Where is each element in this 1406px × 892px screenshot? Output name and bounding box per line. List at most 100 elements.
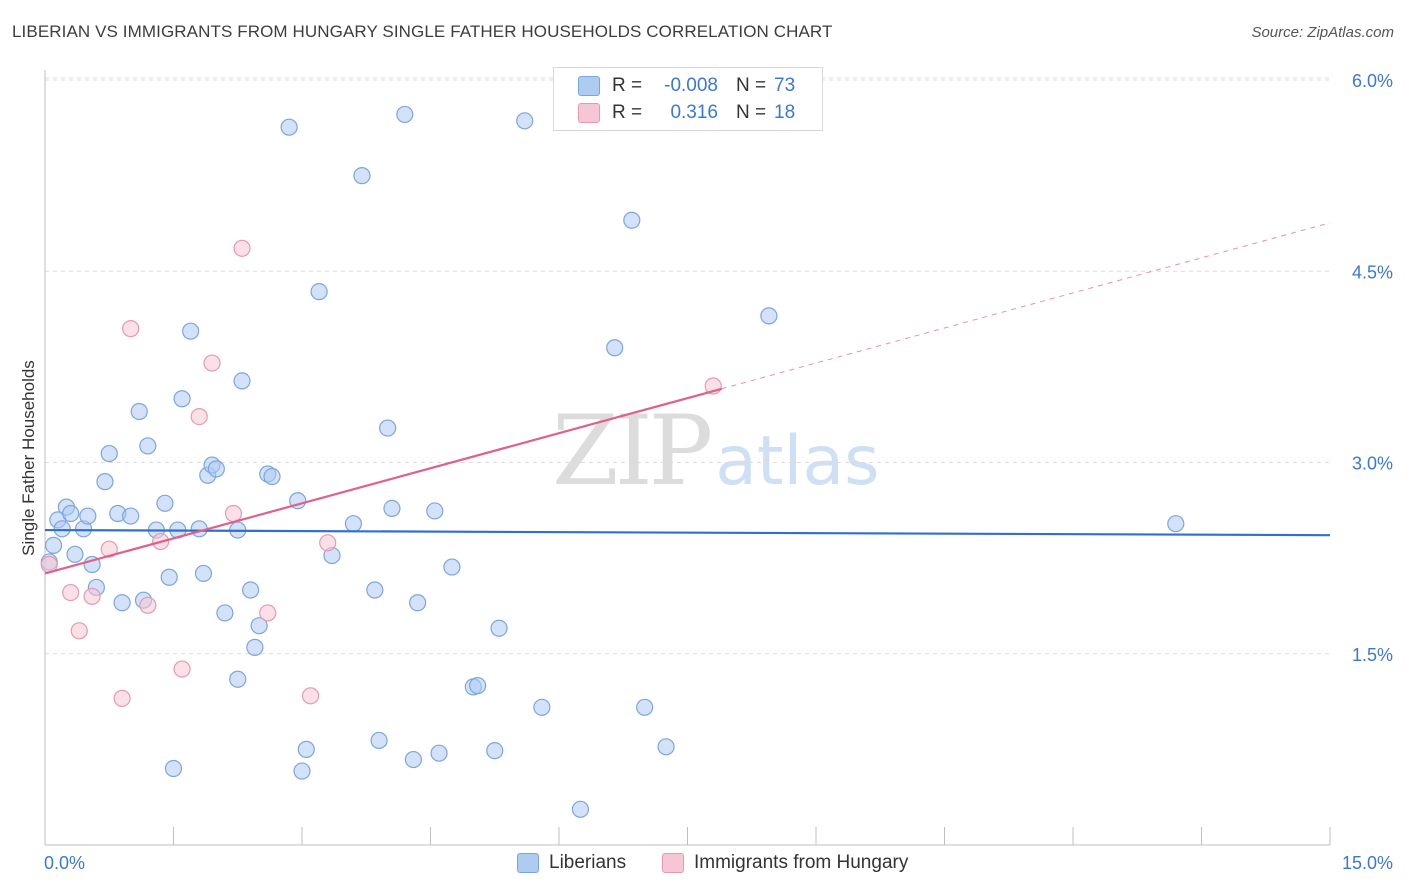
legend-n-value: 73 <box>774 75 796 96</box>
bottom-legend-hungary: Immigrants from Hungary <box>662 852 908 874</box>
x-tick-label: 15.0% <box>1342 853 1393 873</box>
point-hungary <box>70 622 88 640</box>
point-liberians <box>130 402 148 421</box>
legend-row-liberians: R = -0.008 N = 73 <box>578 73 795 99</box>
point-liberians <box>657 738 675 756</box>
trendline-liberians <box>44 528 1331 537</box>
point-liberians <box>173 390 191 408</box>
bottom-legend-label-liberians: Liberians <box>549 852 627 873</box>
point-liberians <box>383 499 401 517</box>
point-liberians <box>310 283 328 301</box>
point-liberians <box>293 762 311 780</box>
point-liberians <box>760 307 778 325</box>
point-liberians <box>344 515 362 533</box>
point-liberians <box>242 581 260 599</box>
point-liberians <box>113 594 131 612</box>
legend-r-label: R = <box>612 102 643 123</box>
point-liberians <box>571 800 590 818</box>
point-liberians <box>443 558 461 576</box>
point-hungary <box>62 583 80 602</box>
point-liberians <box>250 617 268 635</box>
source-credit: Source: ZipAtlas.com <box>1251 24 1394 41</box>
point-liberians <box>66 545 84 563</box>
point-liberians <box>486 742 504 760</box>
point-liberians <box>100 444 118 463</box>
point-liberians <box>516 112 534 130</box>
point-hungary <box>83 587 101 605</box>
bottom-legend-swatch-hungary <box>662 853 684 873</box>
point-liberians <box>426 502 444 520</box>
legend-r-label: R = <box>612 75 643 96</box>
point-liberians <box>533 698 551 716</box>
legend-swatch-liberians <box>578 76 600 96</box>
legend-row-hungary: R = 0.316 N = 18 <box>578 100 795 126</box>
point-hungary <box>224 504 243 523</box>
point-liberians <box>1167 515 1185 533</box>
point-liberians <box>62 504 80 523</box>
point-liberians <box>430 744 448 762</box>
point-liberians <box>490 619 508 637</box>
point-hungary <box>122 320 140 338</box>
point-hungary <box>233 239 251 257</box>
point-liberians <box>396 105 414 124</box>
legend-swatch-hungary <box>578 103 600 123</box>
point-liberians <box>297 740 315 758</box>
point-liberians <box>44 536 63 554</box>
point-liberians <box>366 581 384 599</box>
point-liberians <box>53 520 71 538</box>
point-liberians <box>182 322 200 340</box>
legend-r-value: -0.008 <box>664 75 718 96</box>
trendline-hungary-extension <box>721 222 1331 390</box>
point-hungary <box>139 596 157 614</box>
point-liberians <box>623 211 641 229</box>
y-tick-label: 1.5% <box>1352 645 1393 665</box>
legend-r-value: 0.316 <box>670 102 718 123</box>
point-hungary <box>173 660 191 678</box>
point-liberians <box>246 638 264 656</box>
chart-title: LIBERIAN VS IMMIGRANTS FROM HUNGARY SING… <box>12 22 833 41</box>
point-hungary <box>203 354 221 372</box>
point-liberians <box>280 118 298 136</box>
y-tick-label: 4.5% <box>1352 262 1393 282</box>
point-liberians <box>379 419 397 437</box>
point-liberians <box>263 467 281 486</box>
point-liberians <box>606 339 624 357</box>
bottom-legend-label-hungary: Immigrants from Hungary <box>694 852 909 873</box>
point-hungary <box>319 534 337 552</box>
y-tick-label: 6.0% <box>1352 71 1393 91</box>
point-liberians <box>370 731 388 750</box>
legend-n-value: 18 <box>774 102 796 123</box>
point-liberians <box>216 604 234 622</box>
point-liberians <box>96 473 114 491</box>
correlation-legend: R = -0.008 N = 73 R = 0.316 N = 18 <box>553 67 823 131</box>
point-hungary <box>190 408 208 426</box>
point-liberians <box>409 594 427 612</box>
point-liberians <box>79 507 97 525</box>
point-liberians <box>229 670 247 688</box>
y-tick-label: 3.0% <box>1352 454 1393 474</box>
x-tick-label: 0.0% <box>44 853 85 873</box>
point-liberians <box>139 437 157 455</box>
point-liberians <box>207 460 225 478</box>
point-liberians <box>404 750 422 769</box>
point-liberians <box>122 507 140 525</box>
trendline-hungary <box>44 387 723 575</box>
point-liberians <box>233 372 251 390</box>
point-hungary <box>113 689 131 707</box>
y-axis-label: Single Father Households <box>19 360 38 556</box>
legend-n-label: N = <box>736 75 767 96</box>
point-liberians <box>160 568 178 586</box>
point-hungary <box>301 687 320 705</box>
point-hungary <box>259 604 277 622</box>
point-liberians <box>156 494 174 512</box>
point-liberians <box>469 677 487 695</box>
point-liberians <box>353 167 371 185</box>
point-liberians <box>636 698 654 716</box>
point-liberians <box>194 564 213 583</box>
legend-n-label: N = <box>736 102 767 123</box>
watermark-atlas: atlas <box>715 422 880 501</box>
point-liberians <box>164 759 183 778</box>
point-hungary <box>100 540 118 558</box>
bottom-legend-swatch-liberians <box>517 853 539 873</box>
